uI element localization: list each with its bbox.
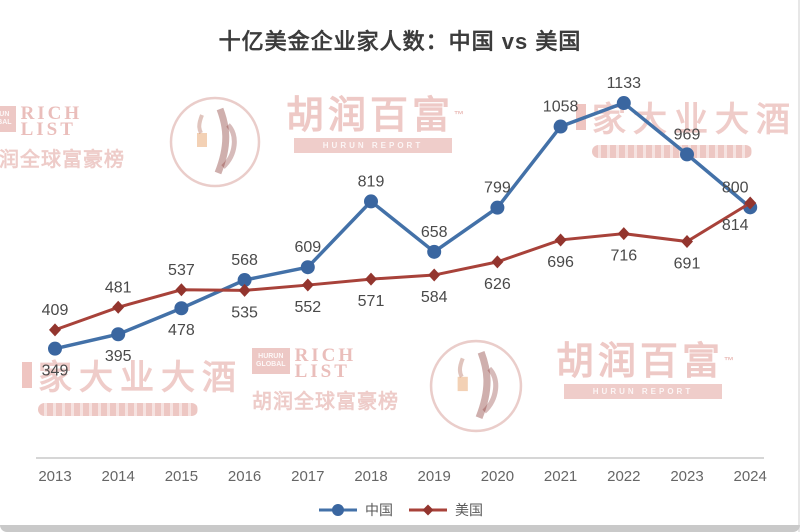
- rich-list-cn-wordmark: 胡润全球富豪榜: [0, 149, 125, 171]
- brand-band: [592, 145, 752, 158]
- value-label: 552: [294, 299, 321, 316]
- watermark-rich-list: HURUN GLOBAL RICH LIST 胡润全球富豪榜: [252, 345, 399, 414]
- series-line: [54, 201, 751, 332]
- value-label: 626: [484, 276, 511, 293]
- value-label: 691: [674, 256, 701, 273]
- x-tick-label: 2020: [481, 468, 514, 485]
- value-label: 800: [722, 179, 749, 196]
- hurun-seal-icon: [429, 339, 523, 433]
- data-point-circle: [174, 301, 189, 316]
- watermark-rich-list: HURUN GLOBAL RICH LIST 胡润全球富豪榜: [0, 103, 125, 172]
- data-point-diamond: [49, 323, 61, 337]
- watermark-jiadayedajiu: 家大业大酒: [22, 350, 243, 416]
- data-point-circle: [300, 260, 315, 275]
- line-chart: 2013 2014 2015 2016 2017 2018 2019 2020 2021 2022…: [36, 75, 767, 485]
- value-label: 1058: [543, 99, 579, 116]
- brand-band: [38, 403, 198, 416]
- rich-list-cn-wordmark: 胡润全球富豪榜: [252, 391, 399, 413]
- data-point-diamond: [491, 255, 504, 269]
- value-label: 819: [358, 173, 385, 190]
- x-tick-label: 2016: [228, 468, 261, 485]
- watermark-hurun-seal-logo: [168, 95, 262, 194]
- value-label: 1133: [607, 75, 642, 92]
- x-tick-label: 2013: [38, 468, 71, 485]
- value-label: 481: [105, 279, 132, 296]
- x-tick-label: 2019: [418, 468, 451, 485]
- value-label: 395: [105, 348, 132, 365]
- jiadayedajiu-wordmark: 家大业大酒: [38, 359, 243, 397]
- data-point-diamond: [365, 272, 377, 286]
- data-point-diamond: [681, 235, 693, 249]
- legend-label-china: 中国: [365, 502, 393, 518]
- x-tick-label: 2021: [544, 468, 577, 485]
- hurun-seal-icon: [169, 96, 261, 188]
- data-point-circle: [616, 96, 631, 111]
- data-point-circle: [490, 200, 505, 215]
- x-tick-label: 2015: [165, 468, 198, 485]
- value-label: 658: [421, 224, 448, 241]
- data-point-circle: [427, 244, 442, 259]
- value-label: 349: [42, 363, 69, 380]
- value-label: 409: [42, 302, 69, 319]
- data-point-diamond: [744, 196, 757, 210]
- x-tick-label: 2023: [670, 468, 703, 485]
- usa-series-marker-icon: [409, 504, 447, 516]
- hurun-report-cn-wordmark: 胡润百富™: [286, 95, 469, 137]
- watermark-hurun-report: 胡润百富™ HURUN REPORT: [286, 96, 468, 153]
- x-tick-label: 2018: [354, 468, 387, 485]
- data-point-diamond: [112, 300, 125, 314]
- hurun-report-band: HURUN REPORT: [294, 138, 452, 153]
- data-point-diamond: [175, 283, 188, 297]
- legend-label-usa: 美国: [455, 502, 483, 518]
- brand-block-icon: [576, 103, 586, 130]
- china-series-marker-icon: [319, 504, 357, 516]
- data-point-circle: [237, 273, 252, 288]
- data-point-diamond: [617, 227, 630, 241]
- hurun-global-badge-icon: HURUN GLOBAL: [252, 348, 290, 374]
- value-label: 537: [168, 262, 195, 279]
- data-point-circle: [48, 341, 62, 356]
- x-tick-label: 2017: [291, 468, 324, 485]
- watermark-hurun-report: 胡润百富™ HURUN REPORT: [556, 342, 738, 399]
- value-label: 568: [231, 252, 258, 269]
- page-right-edge: [798, 0, 800, 532]
- value-label: 814: [722, 217, 749, 234]
- value-label: 535: [231, 304, 258, 321]
- value-label: 571: [358, 293, 385, 310]
- data-point-diamond: [301, 278, 314, 292]
- legend-item-usa: 美国: [407, 500, 483, 520]
- value-label: 584: [421, 289, 448, 306]
- hurun-report-cn-wordmark: 胡润百富™: [556, 341, 739, 383]
- data-point-circle: [553, 119, 568, 134]
- hurun-global-badge-icon: HURUN GLOBAL: [0, 106, 16, 132]
- watermark-jiadayedajiu: 家大业大酒: [576, 92, 797, 158]
- data-point-circle: [111, 327, 126, 342]
- data-point-circle: [364, 194, 378, 209]
- watermark-hurun-seal-logo: [428, 338, 524, 439]
- legend-item-china: 中国: [317, 500, 393, 520]
- rich-list-wordmark: RICH LIST: [294, 345, 357, 382]
- value-label: 696: [547, 254, 574, 271]
- data-point-diamond: [428, 268, 441, 282]
- chart-legend: 中国 美国: [0, 500, 800, 520]
- data-point-diamond: [238, 283, 251, 297]
- x-tick-label: 2024: [734, 468, 767, 485]
- value-label: 799: [484, 180, 511, 197]
- value-label: 478: [168, 322, 195, 339]
- brand-block-icon: [22, 361, 32, 388]
- value-label: 969: [674, 126, 701, 143]
- value-label: 716: [610, 248, 637, 265]
- data-point-circle: [680, 147, 694, 162]
- data-point-diamond: [554, 233, 567, 247]
- chart-title: 十亿美金企业家人数：中国 vs 美国: [218, 29, 582, 54]
- page-bottom-edge: [0, 525, 800, 532]
- series-line: [54, 101, 752, 351]
- x-tick-label: 2022: [607, 468, 640, 485]
- value-label: 609: [294, 239, 321, 256]
- hurun-report-band: HURUN REPORT: [564, 384, 722, 399]
- x-tick-label: 2014: [102, 468, 135, 485]
- rich-list-wordmark: RICH LIST: [20, 103, 83, 140]
